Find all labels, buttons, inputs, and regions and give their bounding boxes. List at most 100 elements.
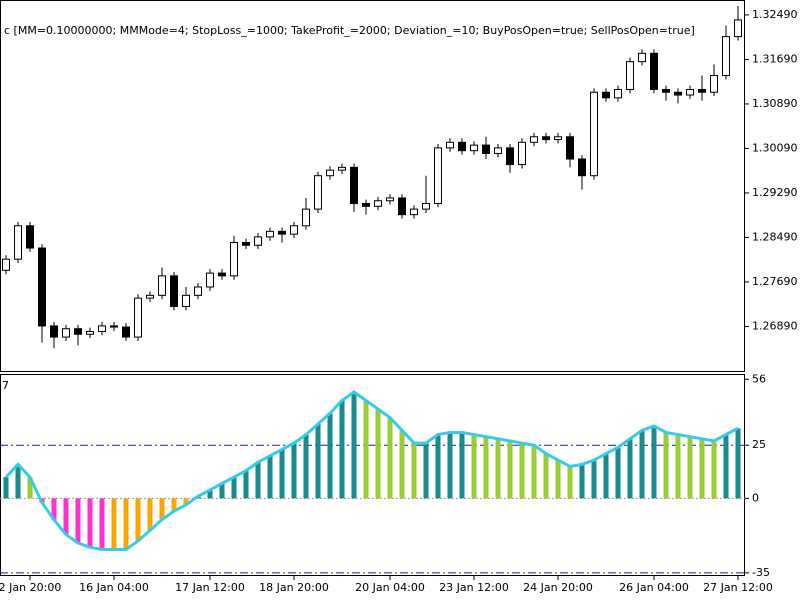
histogram-bar bbox=[699, 438, 705, 499]
histogram-bar bbox=[639, 430, 645, 499]
candle-body bbox=[470, 144, 478, 152]
candle-body bbox=[578, 158, 586, 177]
candle-body bbox=[734, 19, 742, 38]
histogram-bar bbox=[363, 400, 369, 499]
histogram-bar bbox=[687, 436, 693, 499]
histogram-bar bbox=[291, 443, 297, 499]
histogram-bar bbox=[87, 498, 93, 548]
candle-body bbox=[638, 52, 646, 63]
histogram-bar bbox=[219, 483, 225, 499]
histogram-bar bbox=[435, 434, 441, 499]
histogram-bar bbox=[159, 498, 165, 520]
histogram-bar bbox=[123, 498, 129, 550]
histogram-bar bbox=[279, 449, 285, 499]
candle-body bbox=[374, 200, 382, 207]
candle-body bbox=[50, 325, 58, 338]
histogram-bar bbox=[171, 498, 177, 512]
x-tick-label: 26 Jan 04:00 bbox=[619, 581, 689, 594]
histogram-bar bbox=[75, 498, 81, 544]
candle-body bbox=[410, 208, 418, 216]
candle-body bbox=[434, 147, 442, 205]
histogram-bar bbox=[543, 453, 549, 499]
candle-body bbox=[626, 61, 634, 90]
candle-body bbox=[266, 230, 274, 238]
candle-body bbox=[38, 247, 46, 327]
chart-title: c [MM=0.10000000; MMMode=4; StopLoss_=10… bbox=[4, 24, 695, 37]
candle-body bbox=[302, 208, 310, 227]
x-tick-label: 18 Jan 20:00 bbox=[259, 581, 329, 594]
y-tick-label: 1.26890 bbox=[752, 319, 798, 332]
candle-body bbox=[458, 141, 466, 152]
histogram-bar bbox=[531, 445, 537, 499]
y-tick-label: 25 bbox=[752, 438, 766, 451]
histogram-bar bbox=[135, 498, 141, 541]
histogram-bar bbox=[459, 432, 465, 499]
histogram-bar bbox=[423, 443, 429, 499]
price-pane bbox=[0, 0, 745, 372]
candle-body bbox=[206, 272, 214, 288]
y-tick-label: 1.30090 bbox=[752, 141, 798, 154]
histogram-bar bbox=[15, 464, 21, 499]
candle-body bbox=[2, 258, 10, 271]
histogram-bar bbox=[603, 453, 609, 499]
histogram-bar bbox=[555, 460, 561, 499]
candle-body bbox=[674, 91, 682, 96]
histogram-bar bbox=[615, 447, 621, 499]
candle-body bbox=[86, 330, 94, 335]
histogram-bar bbox=[387, 417, 393, 499]
y-tick-label: 1.29290 bbox=[752, 186, 798, 199]
candle-body bbox=[182, 294, 190, 307]
indicator-pane bbox=[0, 374, 745, 576]
histogram-bar bbox=[243, 470, 249, 499]
histogram-bar bbox=[447, 432, 453, 499]
candle-body bbox=[254, 236, 262, 246]
x-tick-label: 17 Jan 12:00 bbox=[175, 581, 245, 594]
histogram-bar bbox=[147, 498, 153, 531]
candle-body bbox=[74, 328, 82, 335]
histogram-bar bbox=[51, 498, 57, 520]
histogram-bar bbox=[255, 462, 261, 499]
candle-body bbox=[614, 88, 622, 99]
histogram-bar bbox=[351, 392, 357, 499]
candle-body bbox=[122, 326, 130, 338]
histogram-bar bbox=[627, 438, 633, 499]
candle-body bbox=[170, 275, 178, 307]
candle-body bbox=[422, 203, 430, 210]
histogram-bar bbox=[483, 436, 489, 499]
histogram-bar bbox=[327, 413, 333, 499]
x-tick-label: 2 Jan 20:00 bbox=[0, 581, 61, 594]
candle-body bbox=[542, 136, 550, 141]
signal-line bbox=[4, 390, 739, 551]
histogram-bar bbox=[675, 434, 681, 499]
indicator-title: 7 bbox=[2, 379, 9, 392]
histogram-bar bbox=[591, 460, 597, 499]
candle-body bbox=[134, 297, 142, 338]
candle-body bbox=[278, 230, 286, 235]
candle-body bbox=[530, 136, 538, 143]
candle-body bbox=[110, 325, 118, 328]
candle-body bbox=[506, 147, 514, 166]
y-tick-label: 1.30890 bbox=[752, 97, 798, 110]
histogram-bar bbox=[207, 489, 213, 499]
candle-body bbox=[482, 144, 490, 154]
y-tick-label: 0 bbox=[752, 491, 759, 504]
candle-body bbox=[158, 275, 166, 296]
y-tick-label: 56 bbox=[752, 372, 766, 385]
candle-body bbox=[710, 75, 718, 93]
candle-body bbox=[518, 141, 526, 166]
y-tick-label: -35 bbox=[752, 566, 770, 579]
histogram-bar bbox=[231, 477, 237, 499]
y-tick-label: 1.31690 bbox=[752, 52, 798, 65]
histogram-bar bbox=[3, 477, 9, 499]
histogram-bar bbox=[99, 498, 105, 550]
histogram-bar bbox=[183, 498, 189, 505]
histogram-bar bbox=[63, 498, 69, 535]
candle-body bbox=[338, 166, 346, 171]
histogram-bar bbox=[711, 440, 717, 499]
candle-body bbox=[554, 136, 562, 141]
candle-body bbox=[62, 328, 70, 338]
y-tick-label: 1.27690 bbox=[752, 275, 798, 288]
candle-body bbox=[14, 225, 22, 260]
histogram-bar bbox=[375, 409, 381, 499]
